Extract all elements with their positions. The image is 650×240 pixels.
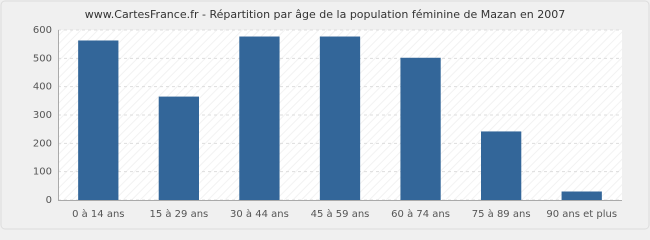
y-tick-label: 200	[33, 138, 52, 149]
y-tick-label: 400	[33, 82, 52, 93]
x-tick-label: 90 ans et plus	[546, 209, 617, 220]
bar	[158, 96, 199, 200]
x-tick-label: 0 à 14 ans	[72, 208, 124, 220]
y-tick-label: 300	[33, 110, 52, 121]
bar	[319, 36, 361, 201]
y-tick-label: 100	[33, 167, 52, 178]
y-tick-label: 600	[33, 25, 52, 36]
bar	[481, 131, 522, 200]
bar	[561, 191, 602, 200]
y-tick-label: 500	[33, 53, 52, 64]
x-tick-label: 15 à 29 ans	[149, 208, 208, 220]
bar	[239, 36, 280, 201]
x-tick-label: 75 à 89 ans	[472, 208, 531, 220]
chart-title: www.CartesFrance.fr - Répartition par âg…	[85, 8, 565, 21]
x-tick-label: 45 à 59 ans	[311, 208, 370, 220]
bar	[78, 40, 119, 200]
chart: www.CartesFrance.fr - Répartition par âg…	[0, 0, 650, 230]
x-tick-label: 30 à 44 ans	[230, 208, 289, 220]
x-tick-label: 60 à 74 ans	[391, 208, 450, 220]
y-tick-label: 0	[46, 195, 52, 206]
bar	[400, 57, 441, 201]
